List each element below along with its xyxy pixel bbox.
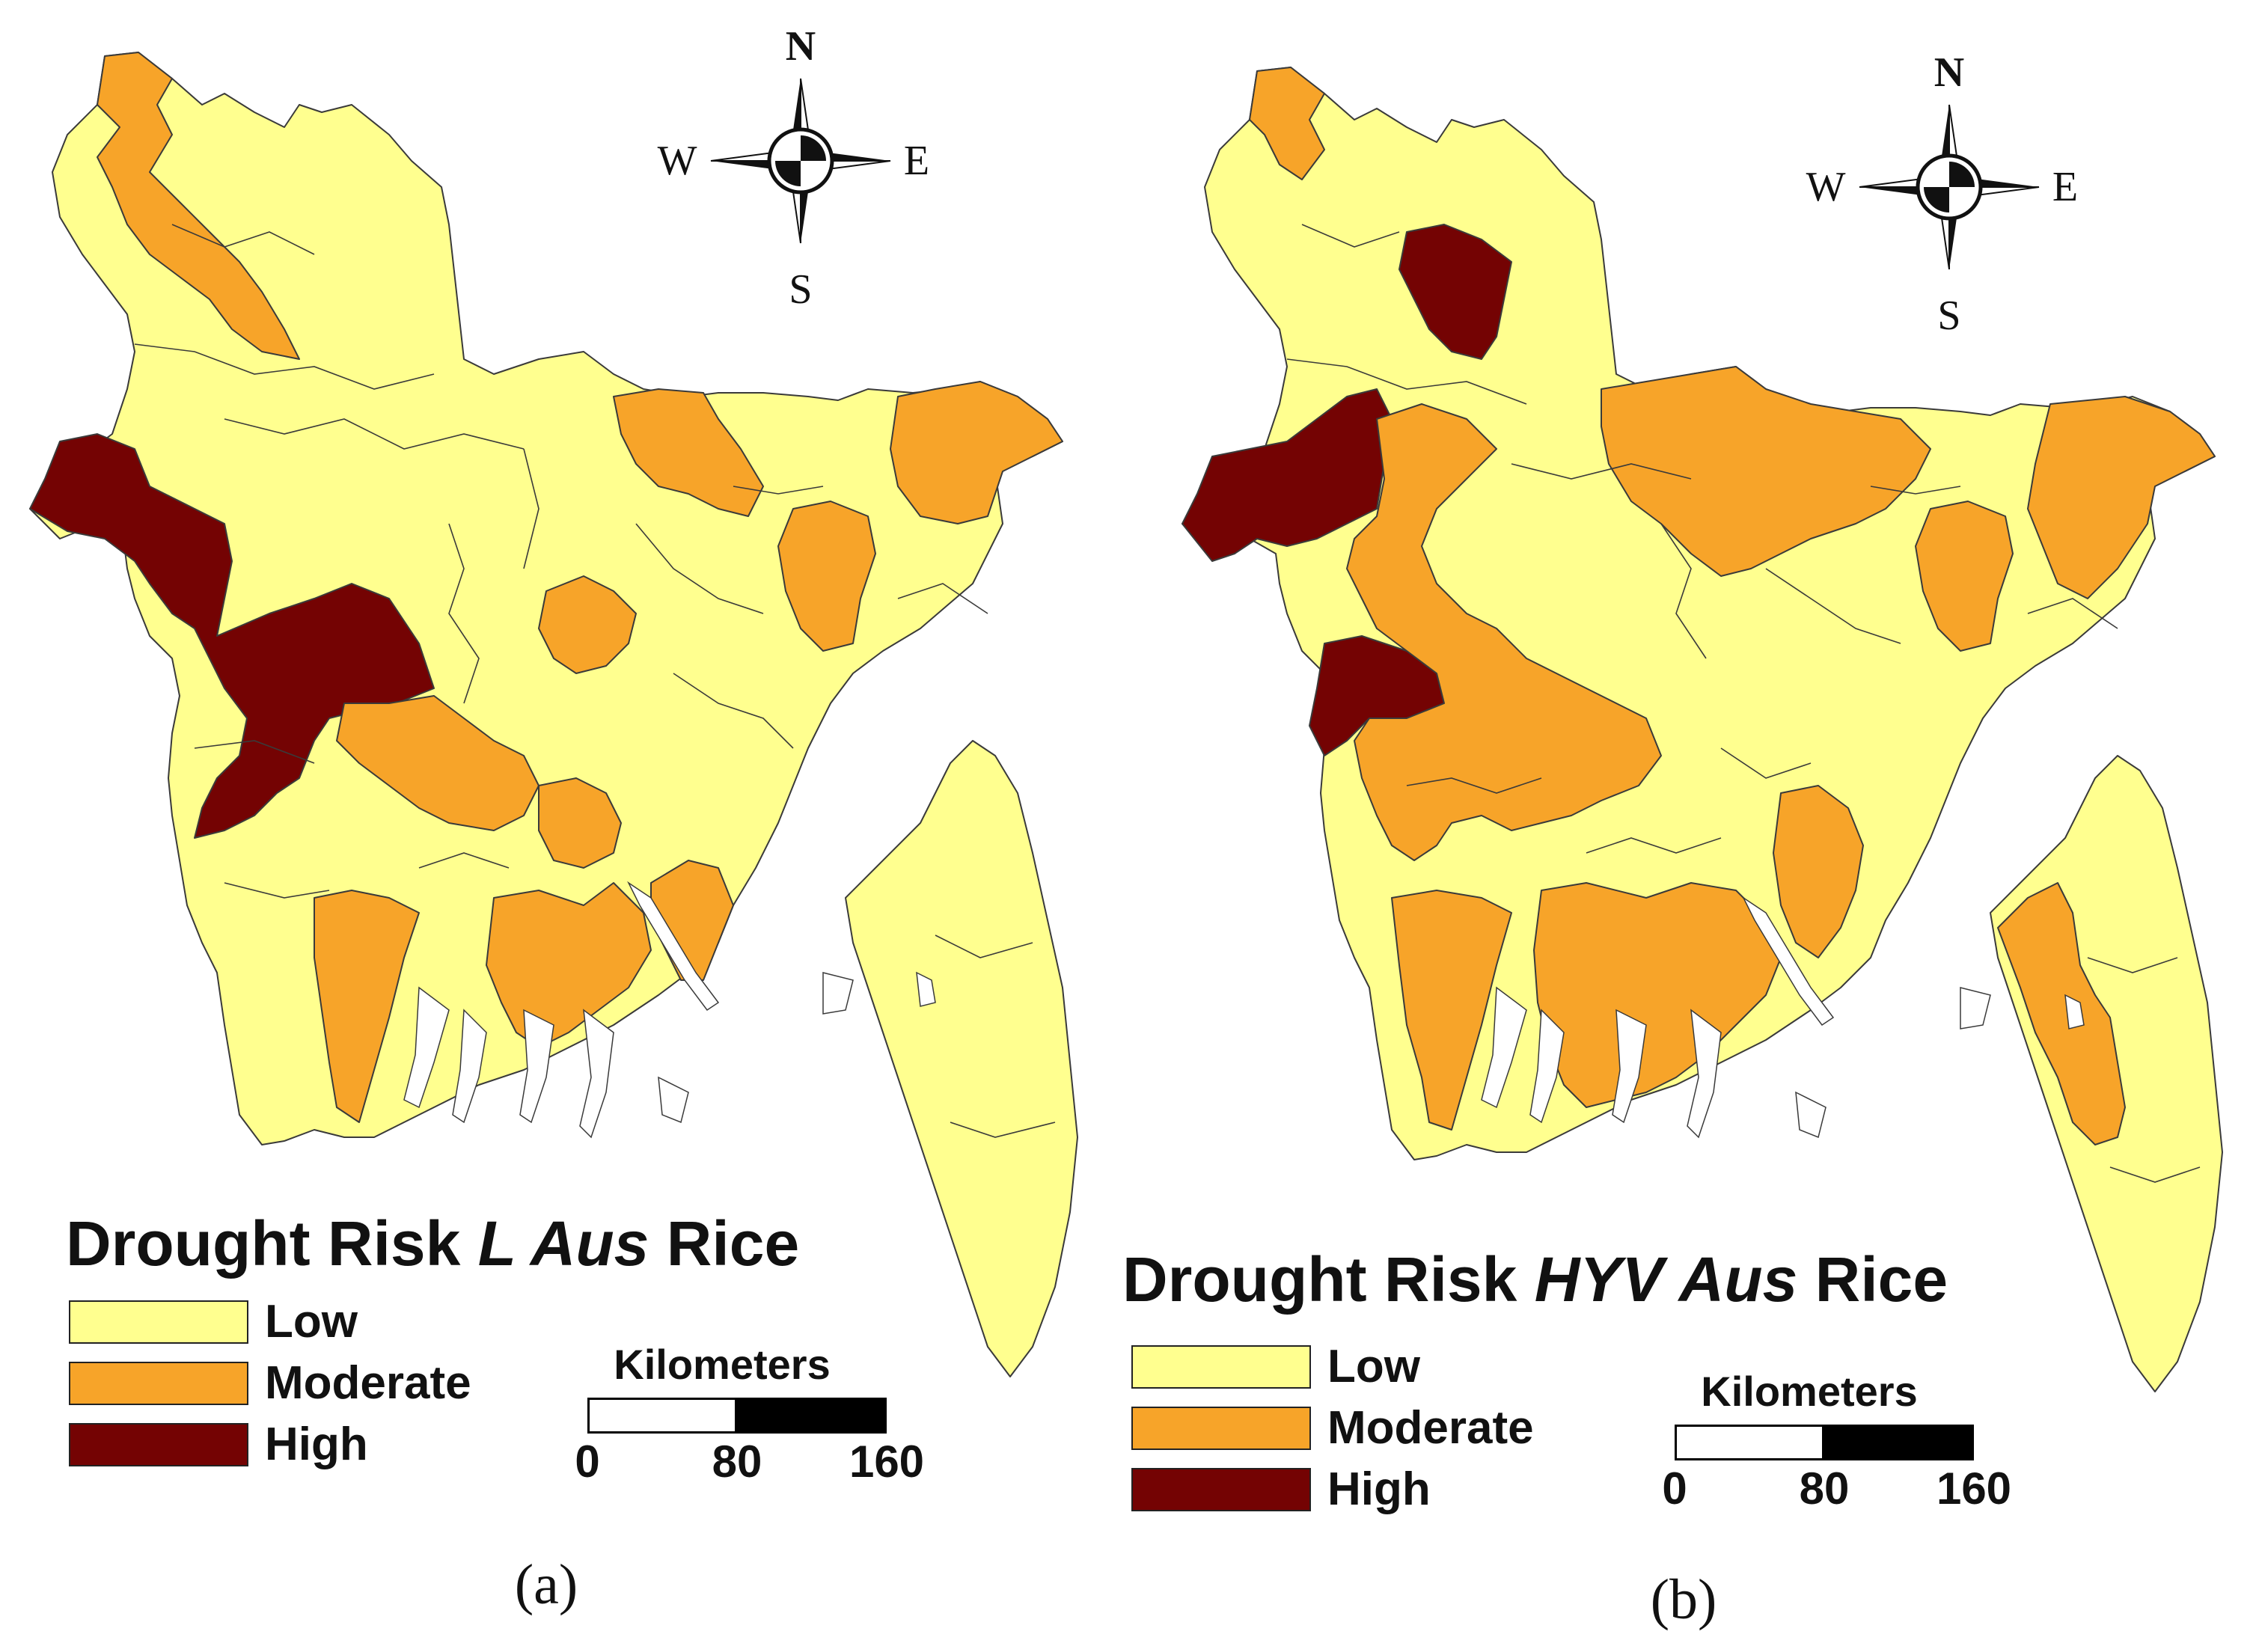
legend-swatch-low [69, 1300, 248, 1344]
region-high-north [1398, 224, 1512, 360]
legend-swatch-moderate [1131, 1407, 1311, 1450]
region-moderate-northeast [890, 381, 1063, 524]
scale-tick-160: 160 [849, 1437, 925, 1487]
legend-label-low: Low [265, 1296, 358, 1347]
compass-south-label: S [789, 266, 812, 313]
region-low-southeast [845, 740, 1078, 1377]
compass-west-label: W [658, 138, 697, 184]
scale-bar-segment-white [1675, 1425, 1824, 1460]
compass-north-label: N [786, 23, 816, 70]
compass-south-label: S [1937, 293, 1960, 339]
region-moderate-south-east [1773, 785, 1864, 958]
compass-rose-a: N S E W [658, 23, 930, 313]
map-title-b: Drought Risk HYV Aus Rice [1122, 1248, 1948, 1311]
scale-tick-80: 80 [1799, 1463, 1850, 1514]
legend-label-high: High [265, 1419, 368, 1470]
region-moderate-southeast-coast [1997, 882, 2126, 1145]
region-moderate-center-small [538, 575, 637, 674]
legend-swatch-low [1131, 1345, 1311, 1389]
region-moderate-northwest [1249, 67, 1325, 180]
panel-b: N S E W Drought Risk HYV Aus Rice Low Mo… [1122, 0, 2256, 1652]
region-moderate-south-west [314, 890, 420, 1123]
region-moderate-north-central [613, 388, 764, 517]
compass-rose-b: N S E W [1806, 49, 2079, 339]
legend-swatch-high [1131, 1468, 1311, 1511]
title-variety: L Aus [477, 1208, 649, 1279]
region-high-west [29, 433, 435, 839]
legend-label-low: Low [1327, 1341, 1420, 1392]
title-suffix: Rice [649, 1208, 800, 1279]
legend-label-moderate: Moderate [265, 1357, 471, 1409]
region-moderate-north-central [1601, 366, 1931, 577]
scale-bar-b: Kilometers 0 80 160 [1630, 1368, 2011, 1528]
region-moderate-central [336, 695, 539, 831]
region-moderate-south-west [1391, 890, 1512, 1131]
legend-swatch-moderate [69, 1362, 248, 1405]
region-moderate-east-central [1915, 501, 2014, 652]
region-moderate-south-mid [486, 882, 652, 1048]
legend-b: Low Moderate High [1131, 1341, 1580, 1517]
compass-west-label: W [1806, 164, 1846, 210]
title-prefix: Drought Risk [66, 1208, 478, 1279]
panel-label-b: (b) [1650, 1568, 1717, 1631]
panel-label-a: (a) [514, 1553, 578, 1616]
scale-bar-segment-white [587, 1398, 737, 1434]
title-variety: HYV Aus [1534, 1244, 1798, 1315]
region-moderate-south-central [538, 777, 622, 869]
map-title-a: Drought Risk L Aus Rice [66, 1212, 799, 1275]
scale-tick-80: 80 [712, 1437, 762, 1487]
compass-east-label: E [2052, 164, 2078, 210]
compass-east-label: E [904, 138, 929, 184]
scale-bar-segment-black [1824, 1425, 1974, 1460]
scale-unit-label: Kilometers [1701, 1368, 1918, 1415]
title-prefix: Drought Risk [1122, 1244, 1535, 1315]
region-high-west [1182, 388, 1393, 562]
scale-bar-a: Kilometers 0 80 160 [542, 1341, 924, 1501]
legend-a: Low Moderate High [69, 1296, 518, 1472]
region-moderate-east [2027, 396, 2216, 599]
scale-unit-label: Kilometers [614, 1341, 831, 1388]
region-moderate-south-mid [1533, 882, 1782, 1108]
legend-label-high: High [1327, 1463, 1431, 1515]
title-suffix: Rice [1797, 1244, 1948, 1315]
panel-a: N S E W Drought Risk L Aus Rice Low Mode… [0, 0, 1122, 1652]
map-panel-b: N S E W [1182, 49, 2223, 1392]
scale-tick-160: 160 [1936, 1463, 2012, 1514]
region-moderate-central-band [1346, 403, 1662, 861]
legend-label-moderate: Moderate [1327, 1402, 1534, 1454]
legend-swatch-high [69, 1423, 248, 1466]
region-moderate-northwest [97, 52, 300, 360]
scale-tick-0: 0 [575, 1437, 600, 1487]
region-moderate-east-central [777, 501, 876, 652]
scale-bar-segment-black [737, 1398, 887, 1434]
scale-tick-0: 0 [1662, 1463, 1687, 1514]
map-panel-a: N S E W [29, 23, 1078, 1377]
compass-north-label: N [1934, 49, 1964, 96]
